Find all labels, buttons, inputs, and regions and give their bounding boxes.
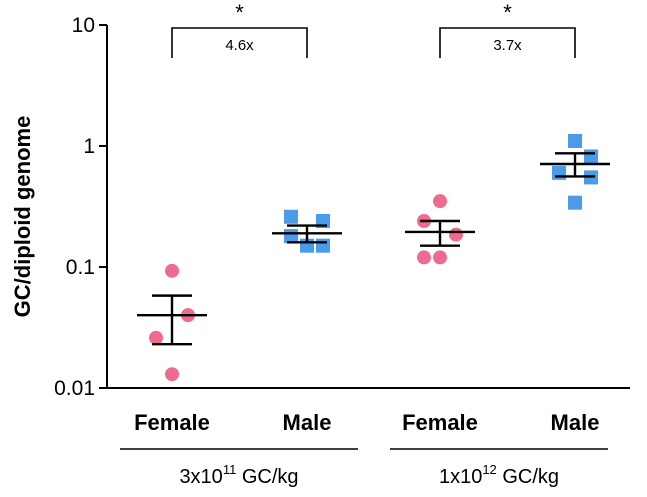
point-0-2: [149, 330, 163, 345]
y-axis-title: GC/diploid genome: [10, 116, 35, 318]
category-label-3: Male: [551, 410, 600, 435]
dose-group-label-1: 1x1012 GC/kg: [439, 462, 559, 488]
dose-group-label-0: 3x1011 GC/kg: [179, 462, 298, 488]
point-2-4: [433, 250, 447, 265]
point-1-3: [316, 238, 330, 253]
significance-star-0: *: [235, 0, 244, 25]
point-2-2: [449, 227, 463, 242]
point-3-4: [568, 195, 582, 210]
y-tick-label-1: 0.1: [66, 256, 95, 279]
point-3-1: [584, 149, 598, 164]
fold-label-0: 4.6x: [225, 37, 254, 54]
category-label-0: Female: [134, 410, 210, 435]
point-1-2: [284, 229, 298, 244]
point-1-0: [284, 209, 298, 224]
category-label-1: Male: [283, 410, 332, 435]
fold-label-1: 3.7x: [493, 37, 522, 54]
point-3-2: [552, 165, 566, 180]
y-tick-label-3: 10: [72, 14, 95, 37]
point-0-0: [165, 263, 179, 278]
point-3-0: [568, 133, 582, 148]
category-label-2: Female: [402, 410, 478, 435]
point-0-3: [165, 367, 179, 382]
significance-star-1: *: [503, 0, 512, 25]
y-tick-label-0: 0.01: [54, 377, 95, 400]
point-2-3: [417, 250, 431, 265]
bracket-0: [171, 27, 308, 58]
y-tick-label-2: 1: [83, 135, 95, 158]
bracket-1: [439, 27, 576, 58]
point-2-0: [433, 194, 447, 209]
